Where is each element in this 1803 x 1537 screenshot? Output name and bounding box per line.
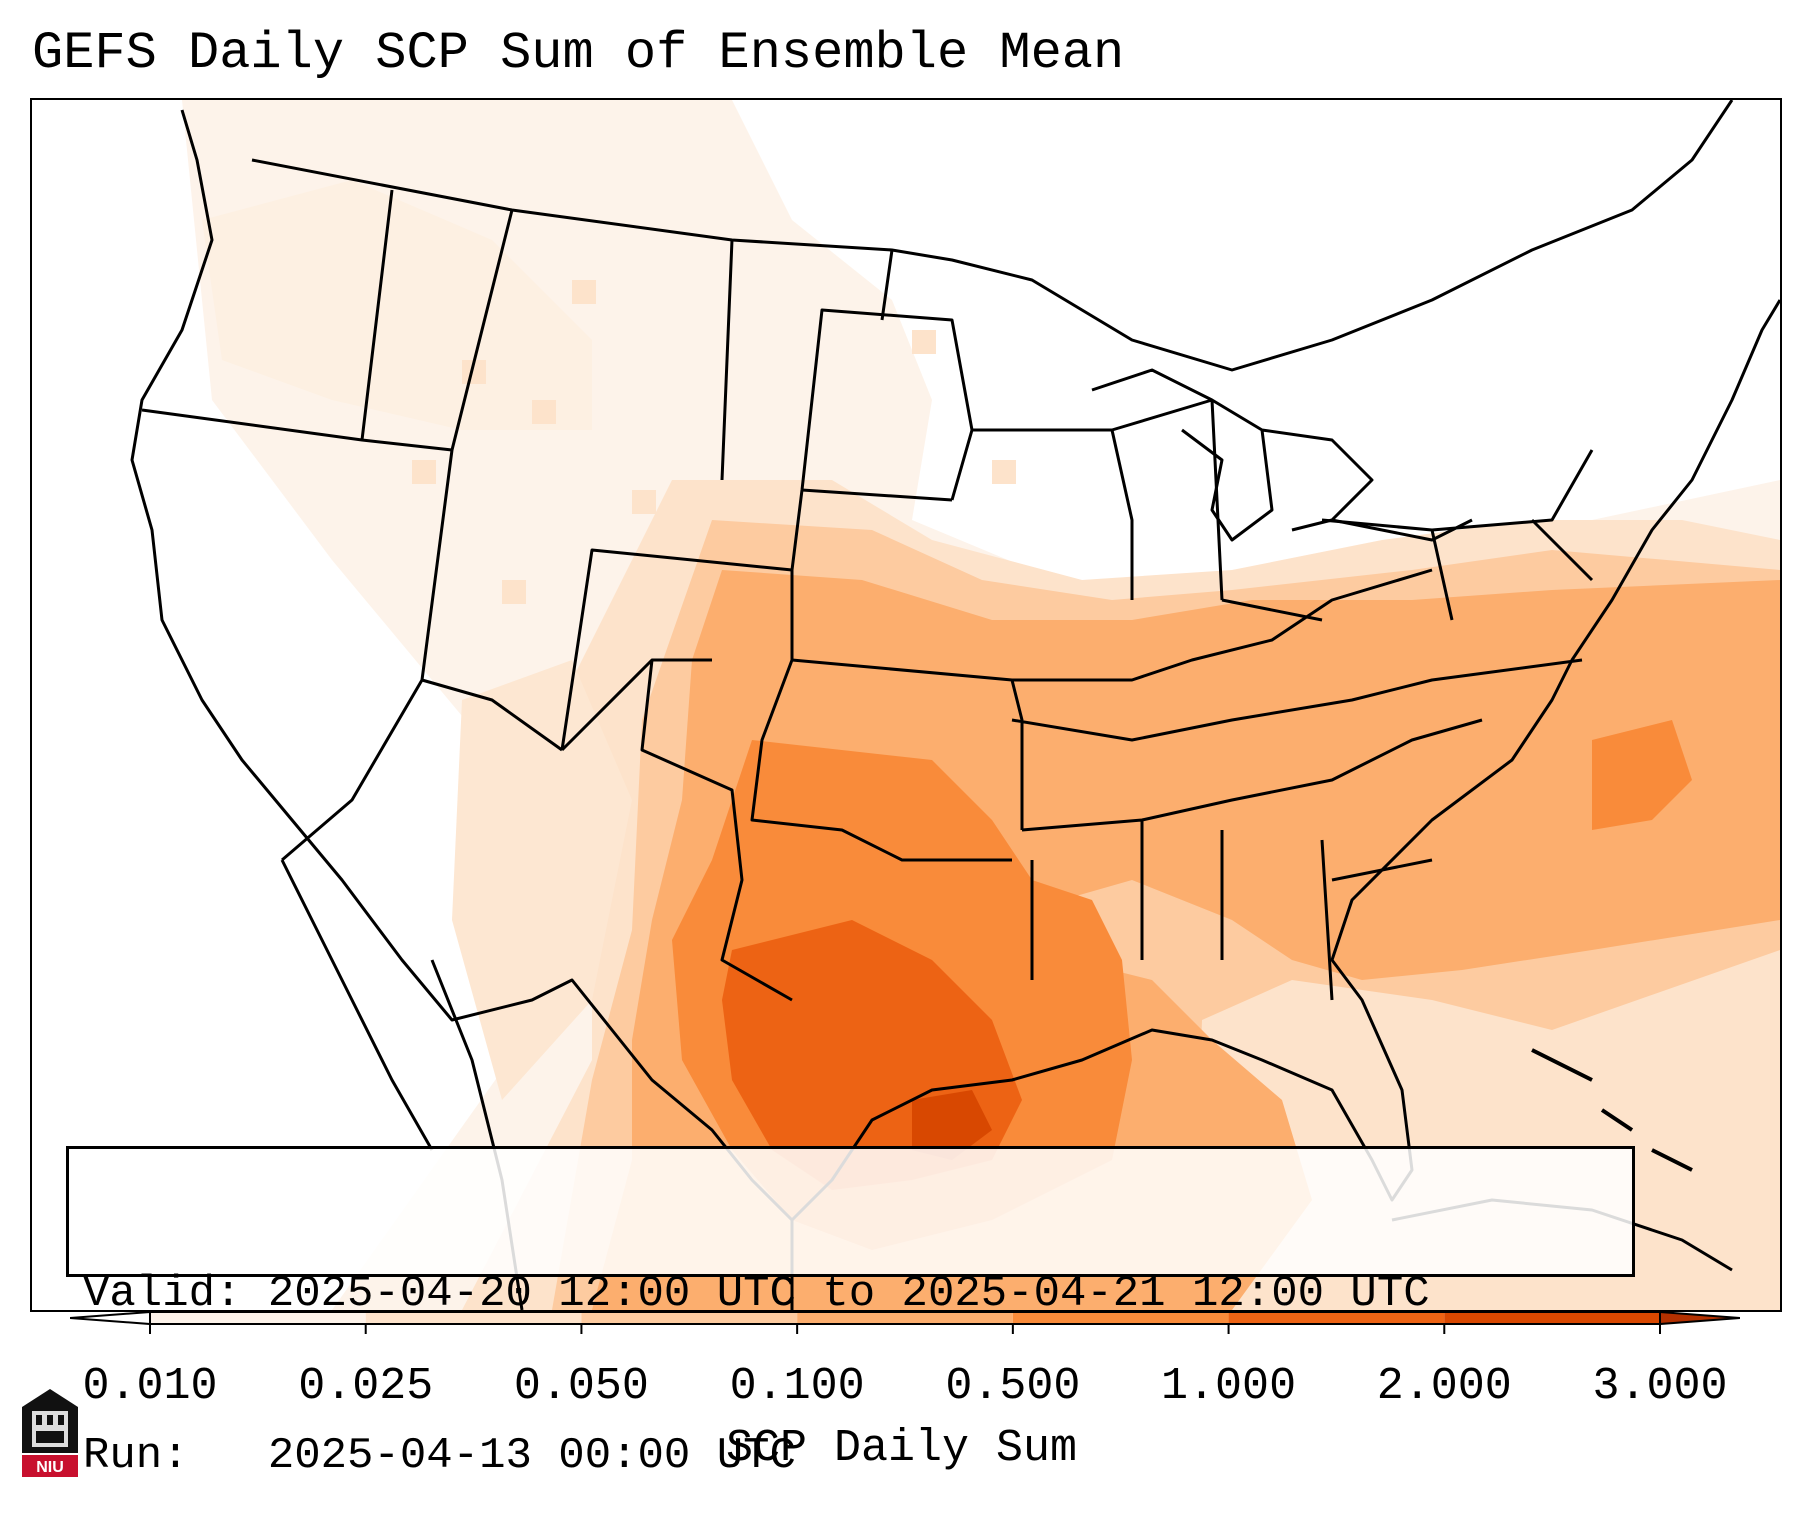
map-panel (30, 98, 1782, 1312)
conus-outline (130, 109, 1780, 1222)
colorbar-segment (150, 1312, 366, 1324)
run-info-box: Valid: 2025-04-20 12:00 UTC to 2025-04-2… (66, 1146, 1635, 1481)
run-row: Run: 2025-04-13 00:00 UTC (83, 1429, 1632, 1483)
scp-level-2000 (912, 1090, 992, 1160)
colorbar-segment (1444, 1312, 1660, 1324)
scp-shading (182, 100, 1780, 1310)
colorbar-tick-label: 0.025 (298, 1361, 434, 1412)
colorbar-segment (365, 1312, 582, 1324)
colorbar-tick-label: 0.500 (945, 1361, 1081, 1412)
colorbar-tick-label: 2.000 (1376, 1361, 1512, 1412)
bahamas (1531, 1048, 1693, 1172)
scp-level-0010-pnw (202, 180, 592, 430)
valid-row: Valid: 2025-04-20 12:00 UTC to 2025-04-2… (83, 1267, 1632, 1321)
colorbar-tick-label: 0.010 (82, 1361, 218, 1412)
run-value: 2025-04-13 00:00 UTC (267, 1431, 796, 1481)
state-lines (141, 189, 1594, 1002)
colorbar-segment (581, 1312, 798, 1324)
colorbar (70, 1312, 1740, 1334)
logo-text: NIU (36, 1459, 64, 1476)
colorbar-segment (1228, 1312, 1445, 1324)
colorbar-frame (149, 1312, 1661, 1325)
scp-level-0500-atl (1592, 720, 1692, 830)
run-label: Run: (83, 1431, 189, 1481)
great-lakes (1091, 368, 1473, 542)
colorbar-tick-label: 0.050 (513, 1361, 649, 1412)
valid-value: 2025-04-20 12:00 UTC to 2025-04-21 12:00… (267, 1269, 1430, 1319)
colorbar-tick-label: 0.100 (729, 1361, 865, 1412)
scp-speckle (412, 280, 1016, 604)
niu-logo-icon: NIU (22, 1389, 78, 1477)
valid-label: Valid: (83, 1269, 242, 1319)
scp-map (130, 100, 1780, 1310)
colorbar-label: SCP Daily Sum (725, 1423, 1078, 1474)
colorbar-tick-label: 3.000 (1592, 1361, 1728, 1412)
colorbar-tick-label: 1.000 (1161, 1361, 1297, 1412)
colorbar-segment (797, 1312, 1013, 1324)
scp-level-0025-west (452, 660, 632, 1100)
colorbar-extend-high (1659, 1312, 1740, 1326)
us-canada-border (251, 100, 1734, 372)
colorbar-extend-low (70, 1312, 151, 1326)
chart-title: GEFS Daily SCP Sum of Ensemble Mean (32, 24, 1125, 83)
colorbar-segment (1012, 1312, 1229, 1324)
